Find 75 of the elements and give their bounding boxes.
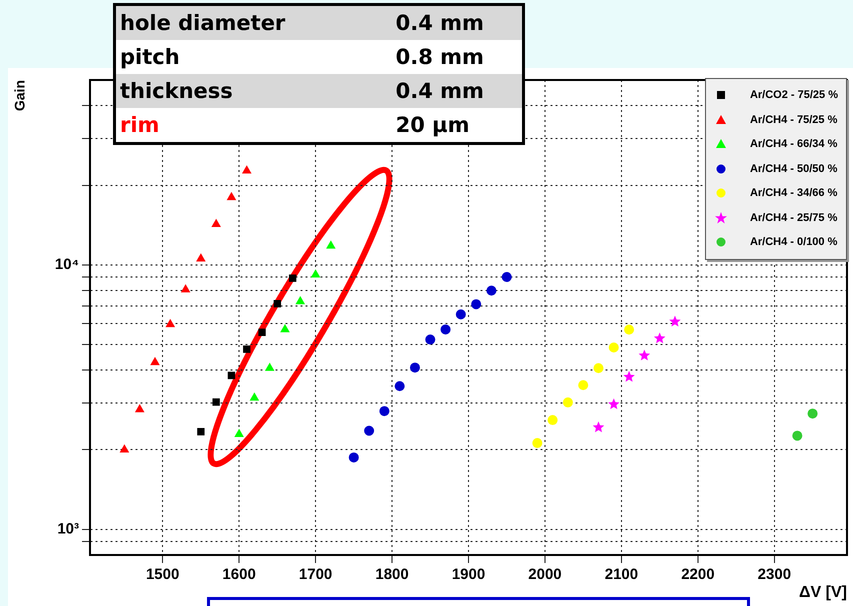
point (234, 429, 244, 437)
point (593, 363, 604, 374)
point (166, 319, 175, 328)
x-tick-label: 1800 (375, 566, 409, 584)
legend-label: Ar/CH4 - 34/66 % (750, 187, 838, 200)
x-tick-label: 1700 (298, 566, 332, 584)
point (471, 299, 482, 310)
x-tick-label: 1600 (222, 566, 256, 584)
point (608, 398, 620, 410)
point (197, 428, 205, 436)
legend-label: Ar/CH4 - 66/34 % (750, 138, 838, 150)
point (242, 166, 252, 174)
point (440, 324, 451, 334)
x-tick-label: 1900 (452, 566, 486, 584)
point (548, 415, 558, 426)
point (212, 219, 221, 227)
x-tick-label: 2100 (604, 566, 638, 584)
legend-label: Ar/CH4 - 25/75 % (750, 212, 838, 224)
point (311, 270, 320, 278)
legend-label: Ar/CO2 - 75/25 % (750, 89, 838, 102)
text: 0.8 mm (394, 44, 485, 71)
x-tick-label: 2000 (528, 566, 562, 584)
point (228, 372, 236, 380)
y-tick-label: 10³ (57, 520, 79, 538)
x-tick-label: 2200 (681, 566, 715, 584)
point (296, 296, 305, 304)
x-tick-label: 2300 (758, 566, 792, 584)
point (181, 284, 190, 292)
point (250, 392, 259, 401)
legend-label: Ar/CH4 - 75/25 % (750, 114, 838, 126)
annotation: thickness (119, 78, 234, 105)
point (578, 380, 588, 390)
point (120, 444, 129, 452)
point (394, 381, 405, 392)
point (379, 406, 390, 416)
annotation: 20 µm (394, 112, 471, 139)
point (258, 328, 266, 336)
x-axis-title: ΔV [V] (799, 584, 847, 601)
point (227, 192, 236, 200)
x-tick-label: 1500 (146, 566, 180, 584)
annotation: 0.4 mm (394, 78, 485, 105)
point (150, 357, 160, 366)
point (532, 438, 542, 448)
point (212, 398, 220, 406)
point (243, 346, 250, 353)
point (135, 404, 144, 412)
point (669, 316, 681, 327)
point (808, 408, 818, 419)
point (638, 350, 650, 360)
point (562, 397, 573, 408)
point (288, 274, 296, 282)
point (654, 332, 666, 344)
point (410, 362, 420, 373)
point (486, 286, 496, 296)
point (326, 240, 336, 249)
point (265, 363, 274, 371)
point (196, 254, 206, 262)
point (623, 370, 635, 382)
point (608, 342, 619, 353)
legend-label: Ar/CH4 - 0/100 % (750, 236, 838, 248)
annotation: rim (119, 112, 160, 139)
point (280, 324, 290, 332)
point (502, 272, 512, 282)
point (624, 324, 634, 335)
legend-label: Ar/CH4 - 50/50 % (750, 162, 838, 175)
text: pitch (119, 44, 181, 71)
point (592, 421, 604, 432)
point (425, 334, 436, 345)
point (792, 430, 802, 441)
y-tick-label: 10⁴ (54, 256, 79, 274)
point (274, 300, 282, 308)
point (348, 452, 359, 462)
point (456, 309, 466, 320)
y-axis-title: Gain (11, 80, 28, 112)
point (364, 426, 374, 436)
